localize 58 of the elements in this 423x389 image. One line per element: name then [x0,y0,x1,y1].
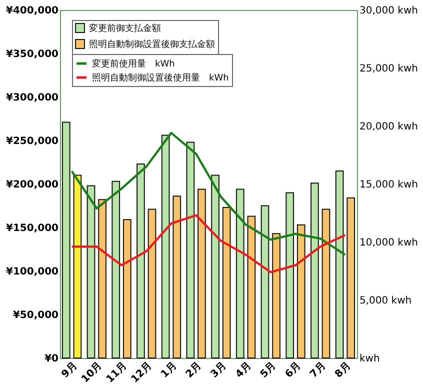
bar [122,219,132,358]
x-tick-label: 12月 [129,360,154,386]
bar [272,233,280,358]
bar [335,170,344,358]
y-tick-label: ¥400,000 [6,6,59,16]
bar [286,192,294,358]
bar [186,142,195,358]
y-tick-label: ¥300,000 [6,92,59,104]
bar [236,188,244,358]
line-series [70,214,346,274]
bar [211,174,220,358]
x-tick-label: 1月 [159,360,179,380]
bar [161,134,170,358]
bar [112,180,120,358]
x-tick-label: 6月 [283,360,304,380]
bar [172,196,182,358]
y-tick-label: ¥50,000 [12,310,59,321]
bar [310,182,319,358]
legend-label: 照明自動制御設置後御支払金額 [89,39,215,50]
x-tick-label: 8月 [333,360,353,380]
bar [346,197,356,358]
x-tick-label: 11月 [104,360,130,386]
y2-tick-label: 25,000 kwh [360,64,418,74]
bar [86,185,96,358]
x-tick-label: 4月 [234,360,254,380]
bar [260,205,270,358]
y-tick-label: ¥150,000 [6,223,59,234]
x-tick-label: 9月 [60,360,80,380]
y2-tick-label: 20,000 kwh [360,122,418,132]
y-tick-label: ¥200,000 [6,180,59,190]
bar [222,206,231,358]
line-series [70,132,346,256]
y2-tick-label: 5,000 kwh [360,296,412,306]
x-tick-label: 3月 [208,360,229,380]
y2-tick-label: kwh [360,354,380,364]
bar [136,163,145,358]
bar [322,208,330,358]
bar [247,216,256,358]
legend-label: 照明自動制御設置後使用量 kWh [92,72,229,84]
y-tick-label: ¥250,000 [6,136,59,147]
y2-tick-label: 30,000 kwh [360,6,418,16]
bar [98,199,106,358]
x-tick-label: 10月 [80,360,104,386]
y-tick-label: ¥350,000 [6,49,59,60]
bar [296,224,306,358]
bar [73,174,82,358]
y2-tick-label: 10,000 kwh [360,238,418,248]
y-tick-label: ¥0 [44,354,59,364]
bar [148,208,156,358]
legend-label: 変更前御支払金額 [89,23,161,34]
bar [198,188,206,358]
y2-tick-label: 15,000 kwh [360,180,418,190]
x-tick-label: 2月 [184,360,204,380]
x-tick-label: 5月 [258,360,278,380]
bar [62,122,70,358]
x-tick-label: 7月 [308,360,328,380]
legend-label: 変更前使用量 kWh [92,58,175,70]
y-tick-label: ¥100,000 [6,266,59,278]
